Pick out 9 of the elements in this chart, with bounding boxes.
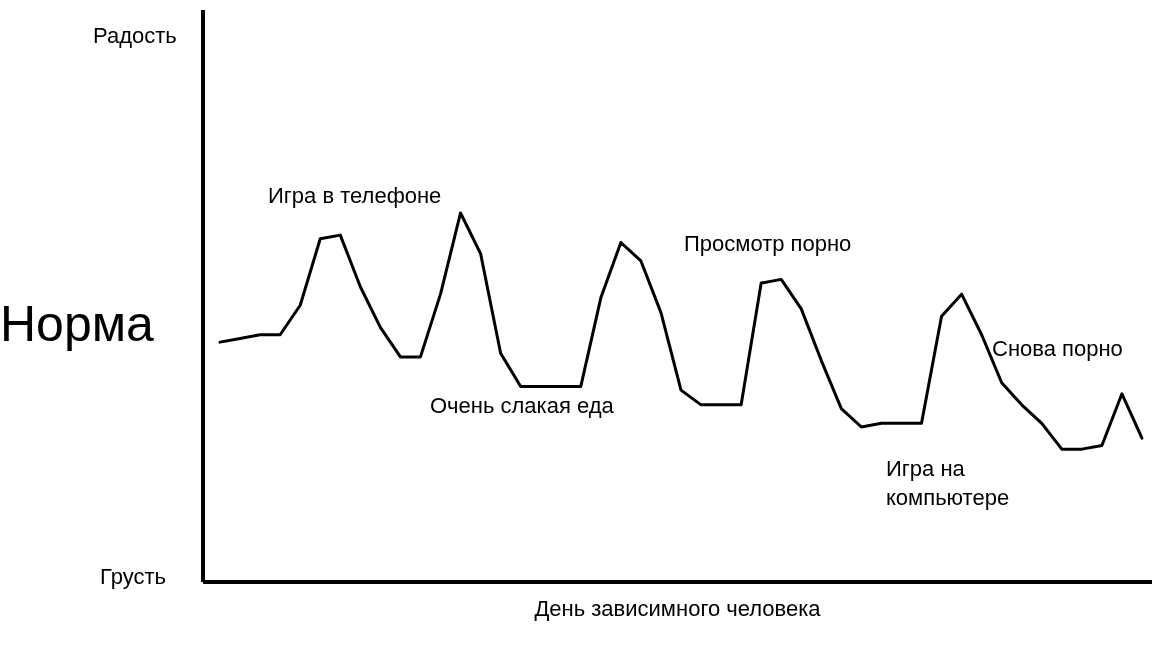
annotation: Игра на компьютере [886, 455, 1011, 512]
text: Игра в телефоне [268, 182, 443, 210]
x-axis-title: День зависимного человека [533, 596, 822, 622]
annotation: Просмотр порно [684, 230, 853, 258]
annotation: Очень слакая еда [430, 392, 615, 420]
text: Норма [0, 295, 155, 354]
text: Грусть [100, 563, 167, 591]
text: Радость [93, 22, 178, 50]
annotation: Снова порно [992, 335, 1124, 363]
